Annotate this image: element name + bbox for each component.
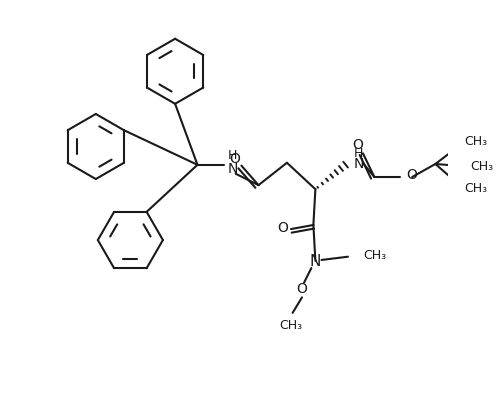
Text: O: O	[229, 152, 240, 166]
Text: CH₃: CH₃	[471, 159, 494, 173]
Text: CH₃: CH₃	[363, 249, 386, 262]
Text: O: O	[277, 221, 288, 235]
Text: O: O	[297, 282, 308, 296]
Text: CH₃: CH₃	[465, 135, 488, 148]
Text: N: N	[354, 156, 364, 171]
Text: N: N	[228, 162, 238, 176]
Text: CH₃: CH₃	[465, 182, 488, 195]
Text: O: O	[407, 168, 417, 182]
Text: N: N	[310, 254, 321, 269]
Text: O: O	[353, 138, 363, 152]
Text: H: H	[228, 149, 238, 162]
Text: CH₃: CH₃	[279, 319, 302, 332]
Text: H: H	[354, 147, 364, 160]
